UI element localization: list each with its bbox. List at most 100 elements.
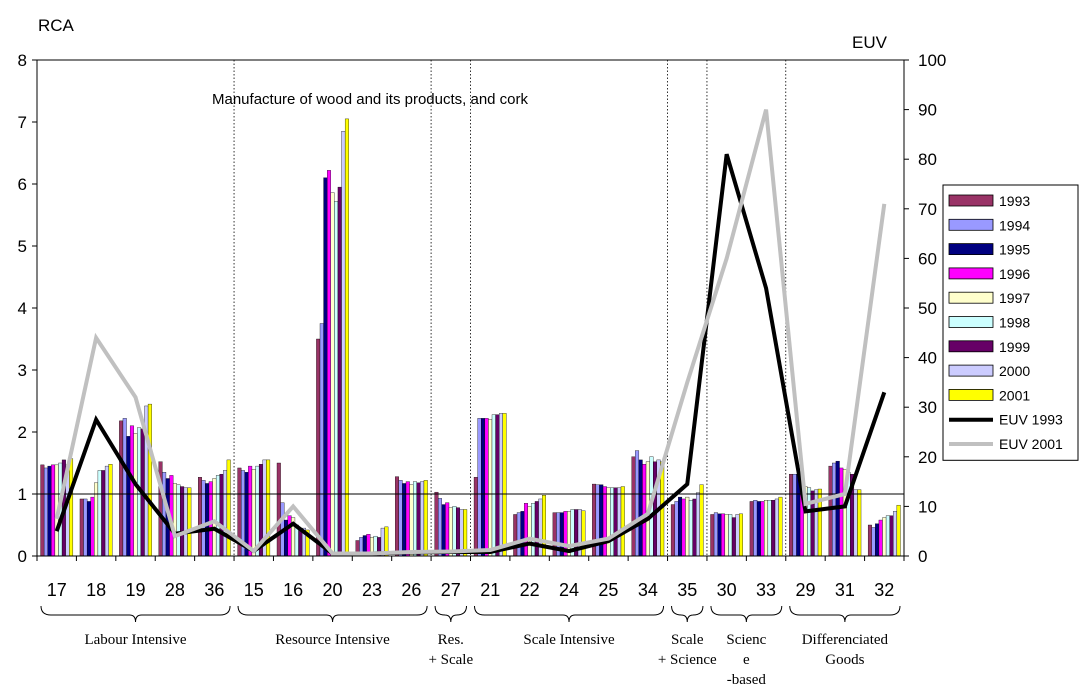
x-tick-label: 32	[874, 580, 894, 600]
bar-2001-26	[423, 480, 428, 557]
bar-1996-36	[208, 481, 213, 557]
legend-swatch-1996	[948, 267, 994, 280]
y-left-tick-label: 3	[18, 361, 27, 380]
bar-1999-30	[731, 517, 736, 557]
y-right-tick-label: 20	[918, 448, 937, 467]
bar-1997-26	[409, 484, 414, 557]
bar-2000-28	[183, 487, 188, 557]
bar-1994-34	[635, 450, 640, 557]
group-brace	[40, 605, 231, 623]
bar-1998-30	[728, 514, 733, 557]
bar-1993-17	[40, 464, 45, 557]
bar-1995-25	[599, 484, 604, 557]
legend-swatch-1994	[948, 218, 994, 231]
group-label: Scienc	[726, 632, 766, 648]
bar-1998-15	[255, 465, 260, 557]
bar-1994-17	[43, 467, 48, 557]
bar-2001-31	[857, 489, 862, 557]
bar-1996-25	[602, 486, 607, 557]
bar-1996-26	[405, 481, 410, 557]
bar-2001-17	[69, 458, 74, 557]
bar-1999-21	[495, 414, 500, 557]
group-label: + Scale	[428, 652, 473, 668]
bar-1999-32	[889, 515, 894, 557]
y-right-tick-label: 80	[918, 150, 937, 169]
bar-1994-27	[438, 498, 442, 557]
bar-1997-33	[764, 500, 769, 557]
bar-2001-35	[699, 484, 704, 557]
y-left-tick-label: 6	[18, 175, 27, 194]
bar-1996-22	[524, 503, 528, 557]
y-axis-left-label: RCA	[38, 16, 75, 35]
bar-1996-33	[760, 501, 765, 557]
bar-1997-35	[685, 496, 690, 557]
bar-1997-25	[606, 487, 611, 557]
bar-1997-36	[212, 478, 217, 557]
bar-1996-15	[248, 465, 253, 557]
bar-1993-32	[867, 524, 872, 557]
bar-2000-21	[499, 413, 503, 557]
y-left-tick-label: 4	[18, 299, 27, 318]
bar-1994-35	[674, 501, 679, 557]
group-label: Scale Intensive	[523, 632, 615, 648]
group-label: + Science	[658, 652, 717, 668]
bar-1997-15	[251, 469, 256, 557]
bar-1997-20	[330, 192, 335, 557]
bar-2001-28	[187, 487, 192, 557]
bar-1995-20	[323, 177, 328, 557]
y-right-tick-label: 50	[918, 299, 937, 318]
bar-1998-33	[767, 500, 772, 557]
bar-1993-18	[79, 498, 84, 557]
bar-1998-22	[531, 503, 536, 557]
x-tick-label: 15	[244, 580, 264, 600]
legend-label: 1998	[999, 315, 1030, 331]
x-tick-label: 36	[204, 580, 224, 600]
x-tick-label: 27	[441, 580, 461, 600]
bar-1996-21	[484, 418, 489, 557]
bar-1999-25	[613, 487, 618, 557]
bar-1999-28	[180, 486, 185, 557]
bar-1995-18	[86, 501, 91, 557]
bar-1998-32	[885, 515, 890, 557]
x-tick-label: 34	[638, 580, 658, 600]
legend-swatch-1997	[948, 291, 994, 304]
bar-2000-33	[774, 498, 779, 557]
bar-1996-31	[839, 467, 844, 557]
bar-2000-20	[341, 131, 346, 557]
bar-1993-30	[710, 514, 715, 557]
bar-1993-35	[670, 504, 675, 557]
chart-title: Manufacture of wood and its products, an…	[212, 91, 529, 108]
bar-2001-25	[620, 486, 625, 557]
group-brace	[474, 605, 665, 623]
y-right-tick-label: 60	[918, 249, 937, 268]
legend-swatch-1995	[948, 243, 994, 256]
bar-1998-28	[176, 484, 181, 557]
bar-1996-34	[642, 464, 647, 557]
x-tick-label: 30	[717, 580, 737, 600]
bar-1994-29	[792, 473, 797, 557]
bar-1993-29	[789, 473, 794, 557]
y-right-tick-label: 70	[918, 200, 937, 219]
bar-1996-16	[287, 515, 292, 557]
legend-label: 1996	[999, 266, 1030, 282]
bar-1993-34	[631, 456, 636, 557]
bar-1996-20	[327, 170, 331, 557]
bar-1999-36	[219, 473, 224, 557]
bar-2000-31	[853, 489, 858, 557]
group-brace	[434, 605, 467, 623]
bar-2000-18	[104, 465, 109, 557]
group-label: e	[743, 652, 750, 668]
bar-1993-31	[828, 465, 833, 557]
bar-1998-25	[610, 487, 614, 557]
bar-1999-18	[101, 470, 106, 557]
legend-label: EUV 2001	[999, 436, 1063, 452]
x-tick-label: 21	[480, 580, 500, 600]
line-euv-2001	[54, 109, 887, 556]
bar-1993-27	[434, 491, 439, 557]
bar-1993-26	[395, 476, 399, 557]
y-right-tick-label: 30	[918, 398, 937, 417]
x-tick-label: 20	[323, 580, 343, 600]
legend-label: EUV 1993	[999, 412, 1063, 428]
bar-1997-19	[133, 433, 138, 557]
